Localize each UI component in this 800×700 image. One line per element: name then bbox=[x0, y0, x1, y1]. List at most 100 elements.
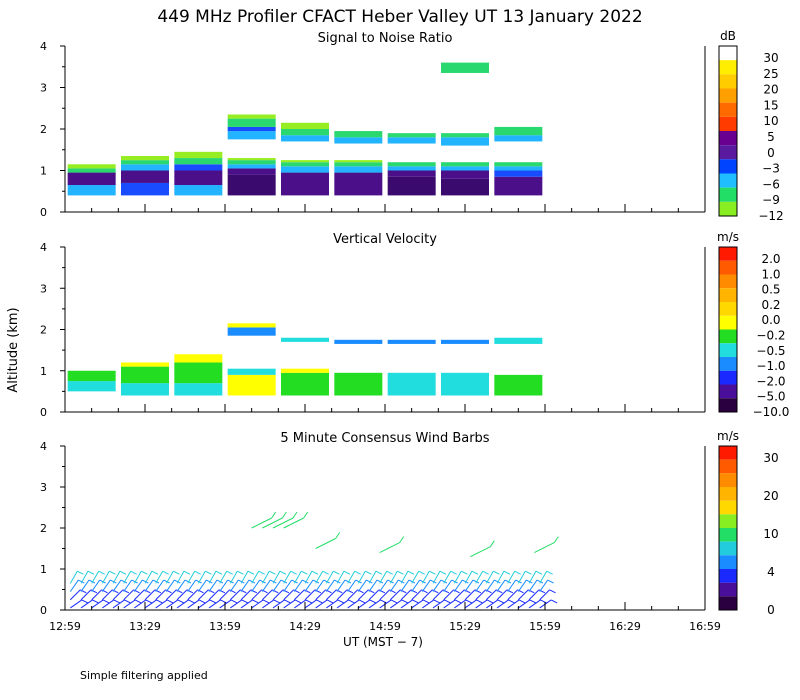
wind-barb bbox=[155, 599, 168, 609]
wind-barb bbox=[539, 579, 549, 592]
figure-title: 449 MHz Profiler CFACT Heber Valley UT 1… bbox=[157, 7, 642, 27]
wind-barb-flag bbox=[472, 579, 480, 584]
data-cell bbox=[441, 137, 489, 146]
wind-barb-flag bbox=[407, 570, 415, 575]
wind-barb bbox=[101, 589, 113, 601]
colorbar-label: −2.0 bbox=[756, 374, 785, 388]
wind-barb bbox=[165, 589, 177, 601]
colorbar-segment bbox=[719, 473, 737, 487]
data-cell bbox=[227, 374, 276, 396]
colorbar-segment bbox=[719, 514, 737, 528]
data-cell bbox=[334, 137, 383, 144]
wind-barb-flag bbox=[547, 579, 554, 584]
data-cell bbox=[227, 126, 276, 132]
wind-barb bbox=[496, 579, 506, 592]
wind-barb-flag bbox=[284, 599, 291, 604]
wind-barb-flag bbox=[152, 579, 160, 584]
wind-barb-flag bbox=[462, 579, 469, 584]
wind-barb bbox=[358, 599, 371, 609]
colorbar-label: 15 bbox=[763, 98, 778, 112]
wind-barb bbox=[91, 599, 104, 609]
wind-barb-flag bbox=[380, 599, 387, 604]
data-cell bbox=[67, 172, 116, 186]
wind-barb-flag bbox=[471, 570, 479, 575]
wind-barb-flag bbox=[540, 599, 547, 604]
panel-3: 5 Minute Consensus Wind Barbs 0 1 2 3 4 12:59 1… bbox=[40, 429, 779, 633]
wind-barb bbox=[347, 599, 360, 609]
colorbar-label: 0.0 bbox=[761, 313, 780, 327]
colorbar-label: 30 bbox=[763, 451, 778, 465]
wind-barb-upper-flag bbox=[399, 536, 405, 543]
wind-barb bbox=[443, 599, 456, 609]
wind-barb bbox=[368, 570, 377, 584]
wind-barb-flag bbox=[269, 570, 276, 575]
data-cell bbox=[494, 170, 543, 177]
wind-barb-flag bbox=[162, 570, 169, 575]
wind-barb-flag bbox=[386, 570, 393, 575]
wind-barb bbox=[411, 599, 424, 609]
wind-barb bbox=[315, 579, 325, 592]
colorbar-segment bbox=[719, 187, 737, 202]
wind-barb bbox=[336, 579, 346, 592]
wind-barb bbox=[315, 570, 324, 584]
wind-barb bbox=[69, 589, 81, 601]
data-cell bbox=[494, 162, 543, 167]
wind-barb-flag bbox=[98, 570, 105, 575]
data-cell bbox=[121, 160, 169, 165]
wind-barb bbox=[144, 589, 156, 601]
y-tick-label: 3 bbox=[40, 282, 47, 295]
wind-barb bbox=[539, 570, 548, 584]
wind-barb-flag bbox=[194, 570, 201, 575]
wind-barb-flag bbox=[433, 599, 441, 604]
wind-barb-flag bbox=[177, 599, 185, 604]
colorbar-frame bbox=[718, 246, 738, 413]
colorbar-segment bbox=[719, 274, 737, 289]
data-cell bbox=[494, 337, 543, 344]
wind-barb-flag bbox=[227, 579, 234, 584]
data-cell bbox=[121, 182, 169, 196]
colorbar-label: −6 bbox=[762, 177, 780, 191]
wind-barb-flag bbox=[461, 570, 468, 575]
wind-barb-flag bbox=[550, 599, 558, 604]
wind-barb bbox=[112, 579, 122, 592]
colorbar-units: m/s bbox=[717, 230, 739, 244]
wind-barb bbox=[528, 589, 540, 601]
panel-2: Vertical Velocity 0 1 2 3 4 m/s 2.01.0 0.50.20.0… bbox=[40, 230, 789, 419]
data-cell bbox=[334, 339, 383, 344]
wind-barb bbox=[133, 579, 143, 592]
wind-barb bbox=[443, 589, 454, 601]
data-cell bbox=[281, 122, 329, 129]
wind-barb-flag bbox=[493, 570, 500, 575]
wind-barb bbox=[155, 589, 166, 601]
colorbar-segment bbox=[719, 201, 737, 216]
colorbar-label: 10 bbox=[763, 114, 778, 128]
wind-barb bbox=[453, 579, 463, 592]
wind-barb-flag bbox=[113, 599, 121, 604]
data-cell bbox=[174, 383, 223, 396]
wind-barb-upper-flag bbox=[292, 511, 298, 519]
wind-barb-flag bbox=[546, 570, 553, 575]
data-cell bbox=[281, 162, 329, 167]
colorbar-units: m/s bbox=[717, 429, 739, 443]
wind-barb bbox=[123, 570, 132, 584]
wind-barb-flag bbox=[109, 570, 116, 575]
wind-barb bbox=[134, 599, 147, 609]
colorbar-segment bbox=[719, 446, 737, 460]
y-tick-label: 1 bbox=[40, 165, 47, 178]
data-cell bbox=[387, 162, 436, 167]
wind-barb-flag bbox=[230, 599, 238, 604]
colorbar-segment bbox=[719, 88, 737, 103]
wind-barb-upper bbox=[379, 542, 400, 554]
wind-barb bbox=[464, 599, 477, 609]
colorbar-segment bbox=[719, 582, 737, 597]
wind-barb bbox=[475, 579, 485, 592]
wind-barb bbox=[368, 599, 381, 609]
wind-barb-flag bbox=[184, 579, 192, 584]
wind-barb bbox=[208, 589, 220, 601]
wind-barb bbox=[240, 599, 253, 609]
wind-barb bbox=[144, 579, 154, 592]
wind-barb bbox=[272, 579, 282, 592]
colorbar-segment bbox=[719, 459, 737, 474]
wind-barb bbox=[165, 579, 175, 592]
wind-barb bbox=[261, 579, 271, 592]
